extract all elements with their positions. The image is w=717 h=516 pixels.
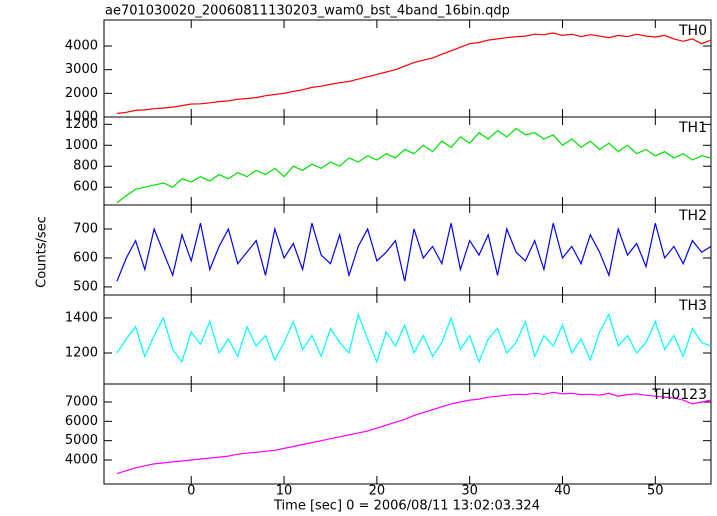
y-tick-label: 1200: [65, 345, 98, 360]
y-tick-label: 700: [73, 222, 98, 237]
x-tick-label: 20: [369, 484, 386, 499]
data-line: [116, 32, 712, 115]
x-tick-label: 30: [461, 484, 478, 499]
data-line: [116, 391, 712, 475]
x-tick-label: 50: [647, 484, 664, 499]
panel-label: TH0: [678, 23, 707, 39]
y-tick-label: 500: [73, 279, 98, 294]
y-tick-label: 5000: [65, 433, 98, 448]
y-tick-label: 3000: [65, 62, 98, 77]
panel-label: TH3: [678, 298, 707, 314]
x-tick-label: 40: [554, 484, 571, 499]
panel-label: TH1: [678, 120, 707, 136]
chart-title: ae701030020_20060811130203_wam0_bst_4ban…: [105, 4, 510, 19]
panel-frame: [103, 19, 712, 118]
data-line: [116, 312, 712, 364]
y-axis-label: Counts/sec: [35, 216, 50, 288]
y-tick-label: 600: [73, 180, 98, 195]
y-tick-label: 4000: [65, 453, 98, 468]
x-tick-label: 0: [187, 484, 195, 499]
panel-frame: [103, 116, 712, 206]
data-line: [116, 127, 712, 204]
x-tick-label: 10: [276, 484, 293, 499]
panel-label: TH2: [678, 208, 707, 224]
panel-label: TH0123: [651, 387, 707, 403]
panel-frame: [103, 204, 712, 296]
y-tick-label: 1000: [65, 138, 98, 153]
x-axis-label: Time [sec] 0 = 2006/08/11 13:02:03.324: [273, 499, 540, 514]
y-tick-label: 600: [73, 250, 98, 265]
y-tick-label: 4000: [65, 39, 98, 54]
data-line: [116, 223, 712, 282]
y-tick-label: 1200: [65, 117, 98, 132]
y-tick-label: 7000: [65, 394, 98, 409]
y-tick-label: 1400: [65, 310, 98, 325]
y-tick-label: 1000: [65, 110, 98, 125]
panel-frame: [103, 294, 712, 385]
y-tick-label: 6000: [65, 414, 98, 429]
y-tick-label: 2000: [65, 86, 98, 101]
panel-frame: [103, 383, 712, 485]
y-tick-label: 800: [73, 159, 98, 174]
